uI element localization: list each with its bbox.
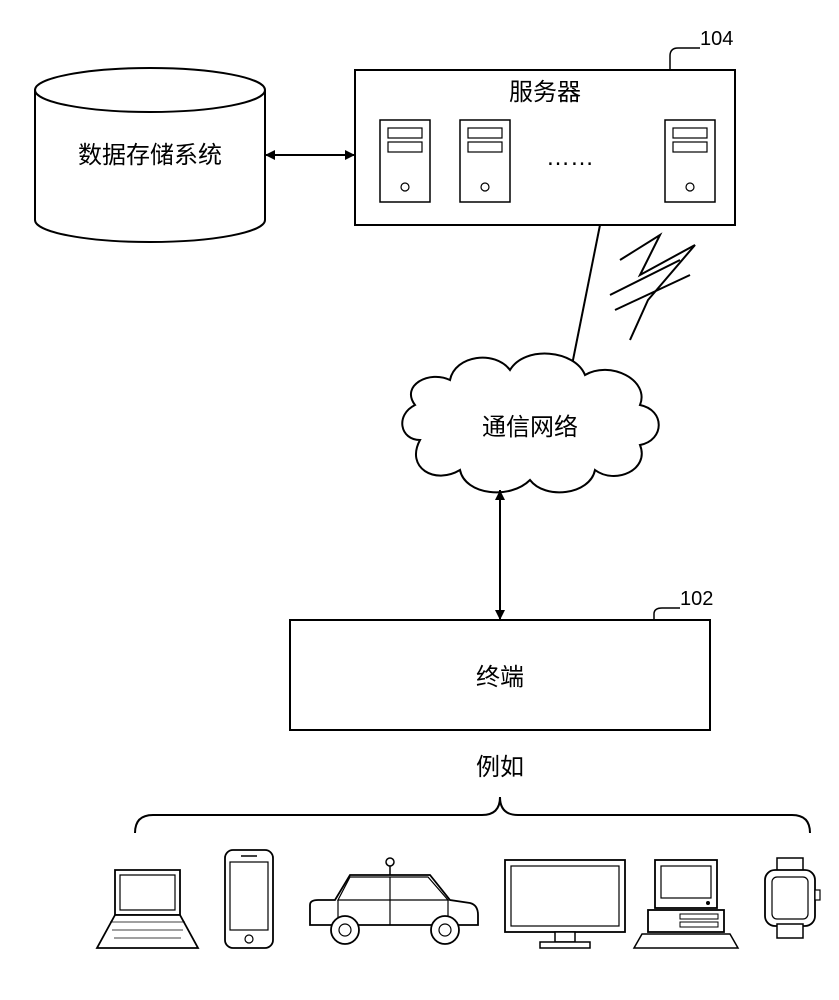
laptop-icon [97, 870, 198, 948]
cloud-network: 通信网络 [402, 354, 658, 493]
lightning-icon [620, 235, 695, 340]
storage-cylinder: 数据存储系统 [35, 68, 265, 242]
terminal-ref: 102 [680, 588, 713, 610]
watch-icon [765, 858, 820, 938]
cloud-label: 通信网络 [482, 414, 578, 441]
server-tower-icon [380, 120, 430, 202]
desktop-icon [634, 860, 738, 948]
brace-icon [135, 797, 810, 833]
lightning-cross [615, 275, 690, 310]
server-label: 服务器 [509, 79, 581, 106]
server-tower-icon [665, 120, 715, 202]
server-tower-icon [460, 120, 510, 202]
terminal-box: 终端 102 [290, 588, 713, 730]
phone-icon [225, 850, 273, 948]
server-ref: 104 [700, 28, 733, 50]
server-ellipsis: …… [546, 144, 594, 171]
storage-label: 数据存储系统 [78, 142, 222, 169]
car-icon [310, 858, 478, 944]
monitor-icon [505, 860, 625, 948]
terminal-label: 终端 [476, 664, 524, 691]
example-label: 例如 [476, 754, 524, 781]
server-box: 服务器 104 …… [355, 28, 735, 225]
link-server-cloud [570, 225, 600, 375]
